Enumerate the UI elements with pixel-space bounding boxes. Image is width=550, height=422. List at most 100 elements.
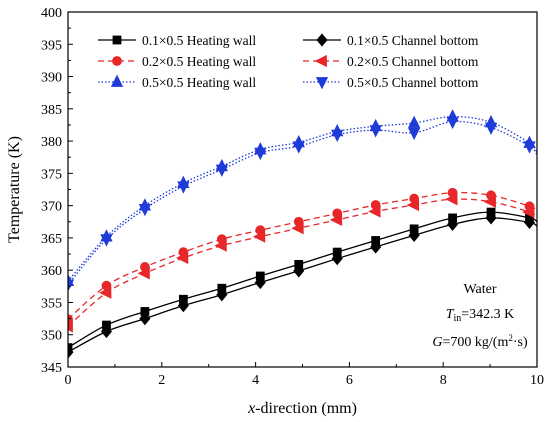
data-point [175, 251, 189, 265]
data-point [216, 288, 228, 302]
legend-label: 0.1×0.5 Channel bottom [347, 33, 479, 48]
annotation-g-val-b: ·s) [513, 335, 528, 350]
data-point [99, 286, 112, 299]
data-point [215, 164, 228, 177]
y-tick-label: 380 [41, 135, 62, 150]
data-point [483, 195, 496, 208]
x-axis-title-var: x [247, 400, 255, 417]
annotation-g-val-a: =700 kg/(m [443, 335, 509, 350]
legend-item: 0.1×0.5 Heating wall [98, 33, 256, 48]
x-tick-label: 2 [158, 373, 165, 388]
data-point [68, 345, 74, 359]
data-point [293, 264, 305, 278]
data-point [331, 129, 344, 143]
x-axis-title: x-direction (mm) [247, 400, 357, 417]
x-tick-label: 8 [440, 373, 447, 388]
data-point [523, 215, 536, 230]
data-point [252, 230, 266, 243]
data-point [329, 213, 343, 226]
data-point [331, 251, 343, 266]
series-2 [68, 187, 537, 325]
data-point [447, 217, 459, 231]
y-tick-label: 360 [41, 264, 62, 279]
y-tick-label: 400 [41, 6, 62, 21]
condition-annotation: Water Tin=342.3 K G=700 kg/(m2·s) [432, 282, 528, 350]
legend-marker [314, 54, 327, 68]
legend-label: 0.2×0.5 Heating wall [142, 54, 256, 69]
data-point [522, 205, 535, 219]
series-4 [68, 109, 537, 287]
series-layer [68, 109, 537, 359]
data-point [177, 181, 190, 194]
data-point [214, 239, 227, 252]
data-point [407, 127, 421, 141]
series-line [68, 198, 537, 327]
legend-label: 0.5×0.5 Heating wall [142, 75, 256, 90]
data-point [407, 115, 421, 128]
data-point [100, 324, 112, 339]
legend-marker [110, 74, 124, 87]
data-point [68, 320, 73, 333]
data-point [406, 198, 420, 212]
data-point [369, 125, 382, 138]
legend: 0.1×0.5 Heating wall 0.1×0.5 Channel bott… [98, 33, 479, 90]
legend-label: 0.5×0.5 Channel bottom [347, 75, 479, 90]
y-tick-label: 350 [41, 329, 62, 344]
annotation-fluid: Water [463, 282, 496, 297]
annotation-tin-val: =342.3 K [461, 307, 514, 322]
y-tick-label: 345 [41, 361, 62, 376]
data-point [291, 222, 304, 235]
x-tick-label: 6 [346, 373, 353, 388]
legend-marker [112, 56, 122, 66]
data-point [137, 267, 150, 280]
legend-item: 0.2×0.5 Channel bottom [303, 54, 479, 69]
x-axis-title-rest: -direction (mm) [255, 400, 357, 417]
legend-label: 0.1×0.5 Heating wall [142, 33, 256, 48]
y-tick-label: 390 [41, 71, 62, 86]
data-point [177, 299, 189, 313]
data-point [485, 211, 497, 225]
y-tick-label: 365 [41, 232, 62, 247]
axis-ticks: 0 2 4 6 8 10 345 350 355 360 365 370 375 380 385 390 395… [41, 6, 544, 388]
data-point [68, 343, 73, 353]
data-point [408, 228, 420, 242]
y-tick-label: 375 [41, 167, 62, 182]
data-point [484, 122, 498, 135]
data-point [523, 141, 536, 154]
y-tick-label: 385 [41, 103, 62, 118]
annotation-mass-flux: G=700 kg/(m2·s) [432, 333, 528, 350]
legend-label: 0.2×0.5 Channel bottom [347, 54, 479, 69]
y-tick-label: 355 [41, 296, 62, 311]
data-point [254, 147, 267, 161]
series-5 [68, 116, 537, 292]
x-tick-label: 10 [530, 373, 544, 388]
legend-item: 0.1×0.5 Channel bottom [303, 33, 479, 48]
annotation-inlet-temp: Tin=342.3 K [446, 307, 515, 324]
series-line [68, 191, 537, 320]
annotation-g-var: G [432, 335, 442, 350]
legend-marker [112, 35, 122, 45]
series-3 [68, 193, 537, 333]
data-point [100, 234, 113, 247]
data-point [292, 141, 305, 154]
legend-item: 0.2×0.5 Heating wall [98, 54, 256, 69]
data-point [138, 203, 152, 217]
data-point [254, 275, 266, 290]
data-point [68, 279, 75, 292]
x-tick-label: 4 [252, 373, 259, 388]
annotation-tin-var: T [446, 307, 455, 322]
data-point [139, 311, 151, 326]
x-tick-label: 0 [65, 373, 72, 388]
data-point [446, 116, 459, 130]
y-tick-label: 370 [41, 200, 62, 215]
data-point [445, 193, 458, 206]
y-tick-label: 395 [41, 38, 62, 53]
series-line [68, 115, 537, 282]
annotation-g-sup: 2 [508, 333, 513, 343]
legend-item: 0.5×0.5 Heating wall [98, 74, 256, 90]
data-point [370, 240, 382, 254]
legend-item: 0.5×0.5 Channel bottom [303, 75, 479, 90]
y-axis-title: Temperature (K) [6, 136, 23, 243]
annotation-tin-sub: in [454, 313, 462, 324]
